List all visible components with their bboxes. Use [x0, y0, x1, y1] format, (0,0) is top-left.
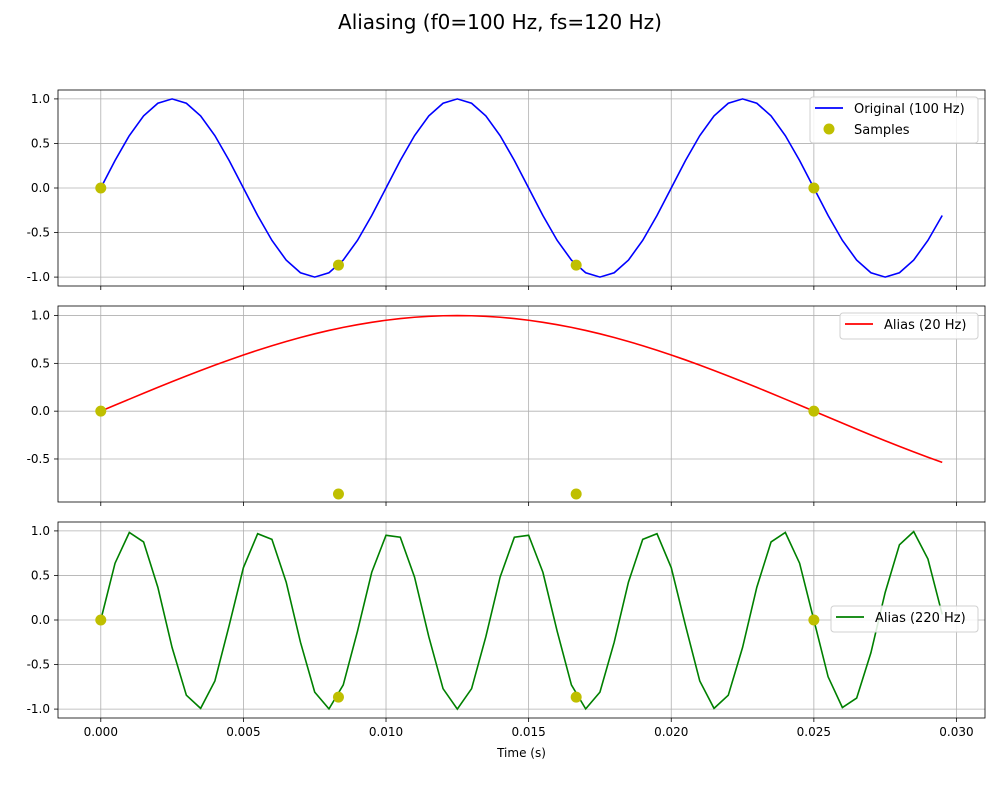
- sample-point: [808, 405, 820, 417]
- series-line-100hz: [100, 98, 943, 278]
- legend-label: Alias (220 Hz): [875, 611, 966, 626]
- sample-point: [95, 182, 107, 194]
- legend: Alias (20 Hz): [839, 312, 979, 340]
- legend-marker-swatch: [823, 123, 835, 135]
- y-tick-label: 0.0: [31, 404, 50, 418]
- sample-point: [332, 691, 344, 703]
- sample-point: [808, 182, 820, 194]
- sample-point: [570, 488, 582, 500]
- y-tick-label: 0.5: [31, 356, 50, 370]
- legend-label: Alias (20 Hz): [884, 318, 966, 333]
- subplot-1: -1.0 -0.5 0.0 0.5 1.0 Original (100 Hz) Sample…: [27, 89, 986, 290]
- x-tick-label: 0.030: [939, 725, 973, 739]
- y-tick-label: -0.5: [27, 226, 50, 240]
- axes-frame: [57, 521, 986, 719]
- y-tick-label: -0.5: [27, 658, 50, 672]
- sample-point: [332, 488, 344, 500]
- y-tick-label: 1.0: [31, 309, 50, 323]
- legend-label: Original (100 Hz): [854, 102, 965, 117]
- y-tick-label: 1.0: [31, 524, 50, 538]
- subplot-3: 0.000 0.005 0.010 0.015 0.020 0.025 0.030 -1.0 -…: [27, 521, 986, 760]
- y-tick-label: 0.0: [31, 613, 50, 627]
- x-tick-label: 0.025: [797, 725, 831, 739]
- x-tick-label: 0.015: [511, 725, 545, 739]
- sample-point: [570, 691, 582, 703]
- sample-point: [95, 405, 107, 417]
- legend-label: Samples: [854, 123, 910, 138]
- sample-point: [570, 259, 582, 271]
- sample-point: [332, 259, 344, 271]
- y-tick-label: 0.5: [31, 136, 50, 150]
- chart-title: Aliasing (f0=100 Hz, fs=120 Hz): [338, 10, 662, 34]
- series-line-20hz: [100, 314, 943, 464]
- y-tick-label: 0.0: [31, 181, 50, 195]
- y-tick-label: -0.5: [27, 452, 50, 466]
- x-tick-label: 0.020: [654, 725, 688, 739]
- sample-point: [95, 614, 107, 626]
- legend: Alias (220 Hz): [830, 605, 979, 633]
- legend-box: [809, 96, 979, 144]
- legend: Original (100 Hz) Samples: [809, 96, 979, 144]
- y-tick-label: 1.0: [31, 92, 50, 106]
- legend-box: [839, 312, 979, 340]
- y-tick-label: 0.5: [31, 568, 50, 582]
- subplot-2: -0.5 0.0 0.5 1.0 Alias (20 Hz): [27, 305, 986, 506]
- axes-frame: [57, 89, 986, 287]
- legend-box: [830, 605, 979, 633]
- x-tick-label: 0.005: [226, 725, 260, 739]
- sample-point: [808, 614, 820, 626]
- x-tick-label: 0.000: [84, 725, 118, 739]
- x-axis-label: Time (s): [496, 746, 546, 760]
- axes-frame: [57, 305, 986, 503]
- y-tick-label: -1.0: [27, 270, 50, 284]
- x-tick-label: 0.010: [369, 725, 403, 739]
- series-line-220hz: [100, 530, 943, 711]
- y-tick-label: -1.0: [27, 702, 50, 716]
